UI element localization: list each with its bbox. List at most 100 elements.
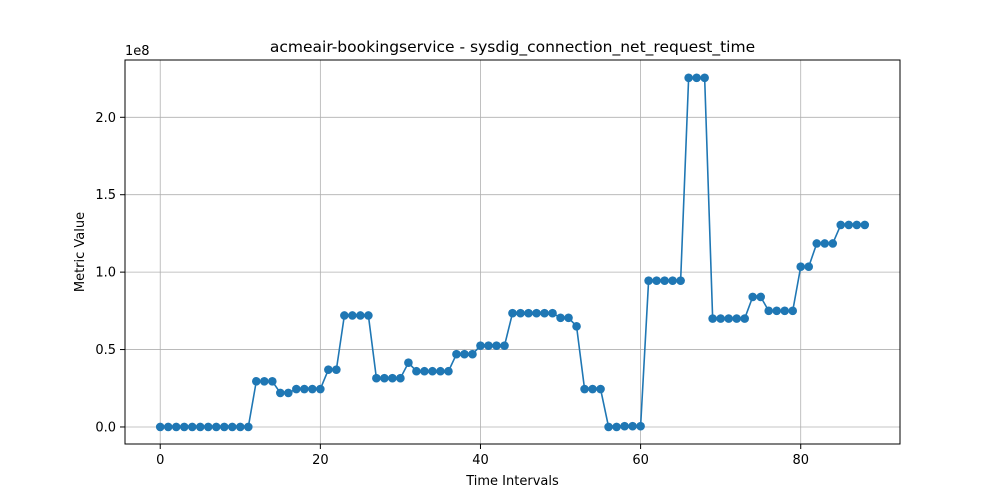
data-point xyxy=(516,308,525,318)
x-tick-label: 60 xyxy=(632,453,649,468)
data-point xyxy=(652,276,661,285)
data-point xyxy=(187,422,197,432)
x-tick-label: 40 xyxy=(472,453,489,468)
data-point xyxy=(268,376,277,386)
y-tick-label: 0.5 xyxy=(95,343,116,358)
data-point xyxy=(203,422,213,432)
data-point xyxy=(692,73,701,83)
data-point xyxy=(468,349,477,359)
data-point xyxy=(484,341,493,350)
y-tick-label: 1.5 xyxy=(95,188,116,203)
series-layer xyxy=(155,73,870,432)
data-point xyxy=(828,239,838,248)
data-point xyxy=(524,308,533,318)
y-axis-label: Metric Value xyxy=(73,212,88,292)
data-point xyxy=(308,384,317,394)
data-point xyxy=(540,308,549,318)
y-tick-label: 1.0 xyxy=(95,266,116,281)
data-point xyxy=(300,384,309,394)
data-point xyxy=(444,366,453,376)
grid xyxy=(125,60,900,444)
data-point xyxy=(219,422,229,432)
series-line xyxy=(160,77,865,428)
data-point xyxy=(292,384,301,394)
data-point xyxy=(476,341,485,350)
data-point xyxy=(852,220,862,230)
data-point xyxy=(860,220,870,230)
chart-title: acmeair-bookingservice - sysdig_connecti… xyxy=(270,38,755,57)
data-point xyxy=(796,262,806,272)
data-point xyxy=(724,314,733,323)
data-point xyxy=(179,422,189,432)
data-point xyxy=(780,306,790,316)
data-point xyxy=(716,314,725,323)
data-point xyxy=(171,422,181,432)
data-point xyxy=(676,276,685,285)
data-point xyxy=(356,311,365,320)
data-point xyxy=(364,311,373,320)
data-point xyxy=(732,314,741,323)
data-point xyxy=(580,384,589,394)
data-point xyxy=(596,384,605,394)
data-point xyxy=(804,262,814,272)
data-point xyxy=(324,365,333,374)
data-point xyxy=(836,220,846,230)
x-tick-label: 0 xyxy=(156,453,164,468)
data-point xyxy=(372,373,381,383)
y-axis-scale-label: 1e8 xyxy=(125,44,150,59)
data-point xyxy=(412,366,421,376)
data-point xyxy=(380,373,389,383)
data-point xyxy=(396,373,405,383)
data-point xyxy=(700,73,709,83)
data-point xyxy=(564,313,573,323)
data-point xyxy=(420,366,429,376)
data-point xyxy=(756,292,765,302)
data-point xyxy=(195,422,205,432)
data-point xyxy=(644,276,653,285)
x-axis-label: Time Intervals xyxy=(465,474,559,489)
data-point xyxy=(163,422,173,432)
data-point xyxy=(211,422,221,432)
data-point xyxy=(604,422,613,432)
data-point xyxy=(235,422,245,432)
data-point xyxy=(340,311,349,320)
data-point xyxy=(820,239,830,248)
x-tick-label: 20 xyxy=(312,453,329,468)
data-point xyxy=(556,313,565,323)
data-point xyxy=(708,314,717,323)
data-point xyxy=(284,388,293,398)
data-point xyxy=(612,422,621,432)
data-point xyxy=(660,276,669,285)
data-point xyxy=(276,388,285,398)
data-point xyxy=(460,349,469,359)
data-point xyxy=(620,421,629,431)
data-point xyxy=(332,365,341,374)
data-point xyxy=(548,308,557,318)
data-point xyxy=(452,349,461,359)
data-point xyxy=(748,292,757,302)
data-point xyxy=(772,306,781,316)
data-point xyxy=(436,366,445,376)
y-tick-label: 0.0 xyxy=(95,420,116,435)
data-point xyxy=(404,358,413,368)
data-point xyxy=(588,384,597,394)
plot-frame xyxy=(124,59,901,445)
data-point xyxy=(764,306,773,316)
data-point xyxy=(260,376,269,386)
data-point xyxy=(388,373,397,383)
data-point xyxy=(668,276,677,285)
data-point xyxy=(244,422,253,432)
data-point xyxy=(532,308,541,318)
data-point xyxy=(316,384,325,394)
data-point xyxy=(500,341,509,350)
data-point xyxy=(740,314,749,323)
data-point xyxy=(812,239,822,248)
data-point xyxy=(348,311,357,320)
y-tick-label: 2.0 xyxy=(95,111,116,126)
data-point xyxy=(572,322,581,331)
data-point xyxy=(227,422,237,432)
data-point xyxy=(628,421,637,431)
data-point xyxy=(636,421,645,431)
